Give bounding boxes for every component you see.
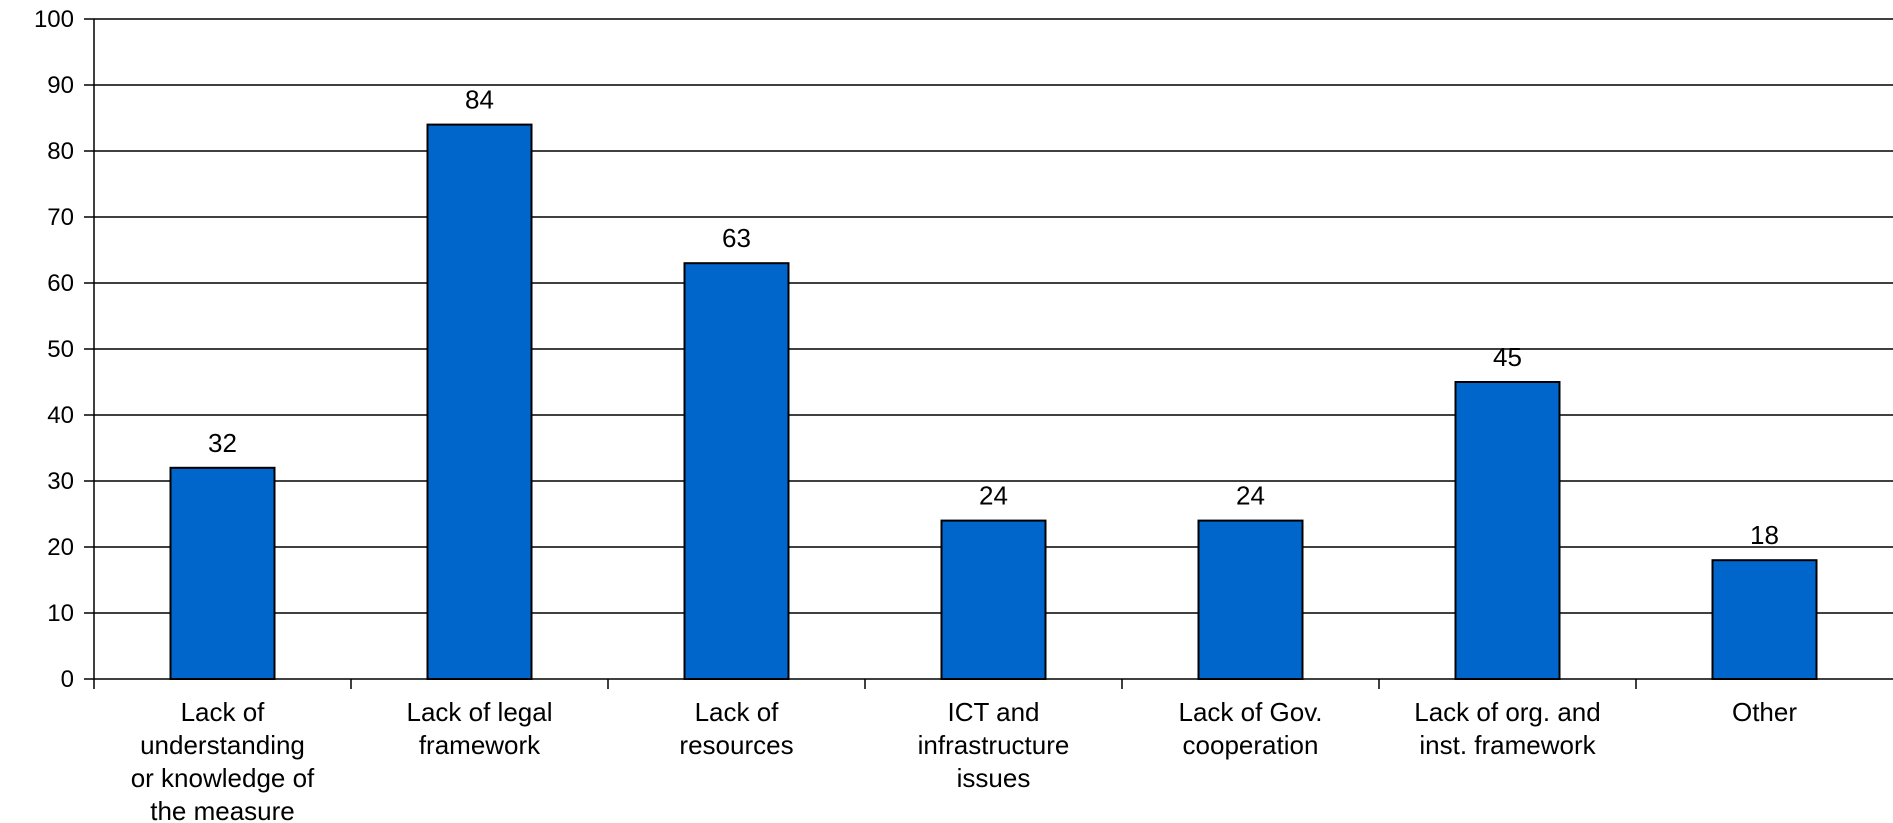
y-tick-label: 40 (47, 402, 74, 429)
y-tick-label: 0 (61, 666, 74, 693)
x-tick-label-line: ICT and (947, 697, 1039, 727)
x-tick-label-line: cooperation (1183, 730, 1319, 760)
y-tick-label: 20 (47, 534, 74, 561)
gridlines (94, 18, 1893, 614)
x-tick-label: Other (1732, 697, 1797, 727)
bar (1197, 519, 1304, 680)
x-tick-label-line: issues (957, 763, 1031, 793)
bar (1711, 559, 1818, 681)
bar (1454, 381, 1561, 680)
x-tick-label-line: framework (419, 730, 541, 760)
axes (84, 18, 1893, 689)
x-tick-label-line: infrastructure (918, 730, 1070, 760)
x-tick-label: Lack of org. and inst. framework (1414, 697, 1600, 760)
data-label: 84 (465, 85, 494, 115)
x-tick-label: ICT and infrastructure issues (918, 697, 1070, 793)
data-label: 45 (1493, 342, 1522, 372)
x-tick-label-line: the measure (150, 796, 295, 823)
y-tick-label: 50 (47, 336, 74, 363)
data-label: 63 (722, 223, 751, 253)
x-tick-label-line: resources (679, 730, 793, 760)
x-tick-label: Lack of Gov. cooperation (1178, 697, 1322, 760)
y-tick-label: 90 (47, 72, 74, 99)
x-tick-label: Lack of understanding or knowledge of the m… (131, 697, 315, 823)
x-tick-label-line: Lack of legal (407, 697, 553, 727)
bar (683, 262, 790, 680)
bar (169, 466, 276, 680)
x-tick-label-line: Lack of Gov. (1178, 697, 1322, 727)
y-tick-label: 30 (47, 468, 74, 495)
data-label: 18 (1750, 520, 1779, 550)
x-tick-label: Lack of legal framework (407, 697, 553, 760)
data-label: 24 (979, 481, 1008, 511)
x-tick-label-line: Other (1732, 697, 1797, 727)
y-tick-label: 100 (34, 6, 74, 33)
x-tick-label-line: Lack of (695, 697, 780, 727)
x-tick-label-line: understanding (140, 730, 305, 760)
x-tick-label-line: or knowledge of (131, 763, 315, 793)
x-tick-label-line: inst. framework (1419, 730, 1596, 760)
y-tick-label: 60 (47, 270, 74, 297)
y-tick-label: 70 (47, 204, 74, 231)
y-tick-label: 80 (47, 138, 74, 165)
y-tick-label: 10 (47, 600, 74, 627)
bar (940, 519, 1047, 680)
bars (169, 123, 1818, 681)
data-label: 32 (208, 428, 237, 458)
data-label: 24 (1236, 481, 1265, 511)
x-tick-label-line: Lack of (181, 697, 266, 727)
bar (426, 123, 533, 681)
x-tick-label: Lack of resources (679, 697, 793, 760)
x-tick-label-line: Lack of org. and (1414, 697, 1600, 727)
